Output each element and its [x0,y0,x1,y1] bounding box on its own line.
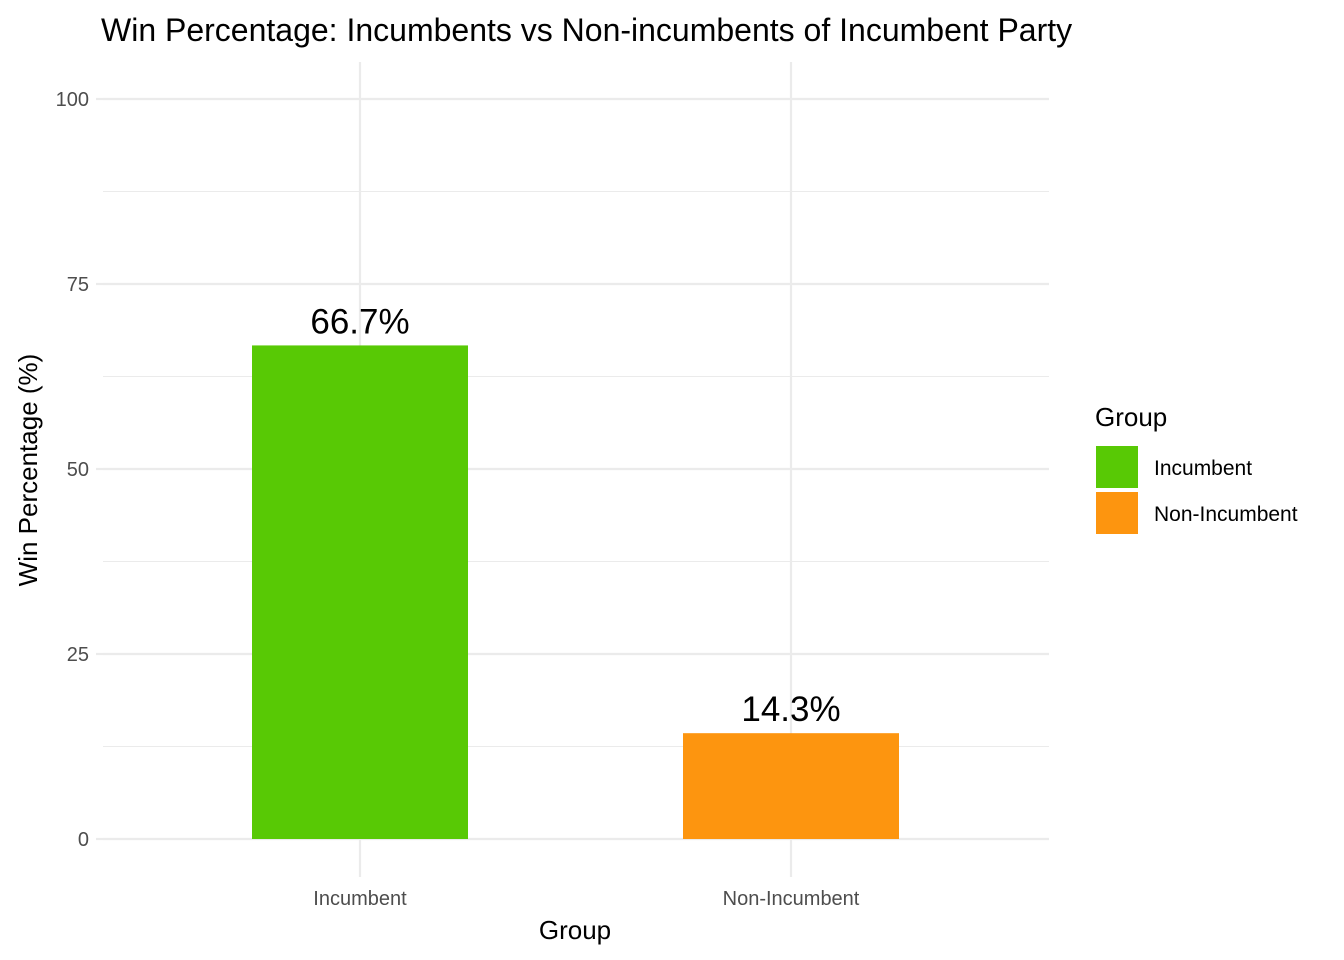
y-tick-label: 75 [67,274,89,296]
data-labels: 66.7% 14.3% [310,302,840,729]
x-axis-title: Group [539,915,611,945]
legend-label: Non-Incumbent [1154,503,1298,526]
bar-incumbent [252,345,468,839]
y-tick-label: 50 [67,459,89,481]
legend-key [1096,446,1138,488]
x-tick-label: Incumbent [313,888,407,910]
x-tick-label: Non-Incumbent [723,888,860,910]
legend-key [1096,492,1138,534]
legend: Group Incumbent Non-Incumbent [1095,402,1298,534]
y-axis-title: Win Percentage (%) [13,354,43,587]
y-tick-label: 25 [67,644,89,666]
legend-title: Group [1095,402,1167,432]
y-tick-label: 100 [56,89,89,111]
grid [103,62,1049,841]
bar-non-incumbent [683,733,899,839]
bars [252,345,899,839]
legend-label: Incumbent [1154,457,1252,480]
data-label: 14.3% [741,690,840,729]
chart-title: Win Percentage: Incumbents vs Non-incumb… [101,12,1072,48]
y-tick-label: 0 [78,829,89,851]
data-label: 66.7% [310,302,409,341]
axes: 0 25 50 75 100 Incumbent Non-Incumbent [56,89,860,910]
